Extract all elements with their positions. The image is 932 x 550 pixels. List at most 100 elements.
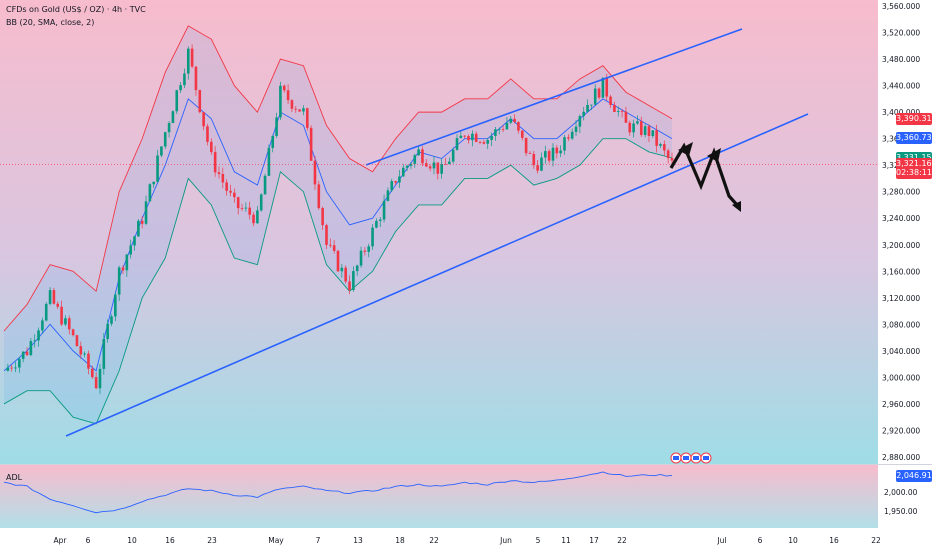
candle-body bbox=[494, 129, 497, 136]
candle-body bbox=[286, 90, 290, 101]
bollinger-band-fill bbox=[4, 25, 672, 424]
time-axis-label: 23 bbox=[207, 536, 217, 545]
candle-body bbox=[106, 323, 109, 340]
candle-body bbox=[355, 265, 359, 272]
flag-stripe bbox=[673, 456, 679, 460]
candle-body bbox=[597, 88, 601, 98]
time-axis-label: Apr bbox=[54, 536, 68, 545]
forecast-arrow-head bbox=[732, 201, 741, 212]
price-pane-background bbox=[0, 0, 878, 464]
candle-body bbox=[90, 368, 94, 378]
indicator-label-bb[interactable]: BB (20, SMA, close, 2) bbox=[6, 18, 95, 27]
candle-body bbox=[256, 210, 259, 224]
candle-body bbox=[52, 290, 56, 304]
candle-body bbox=[363, 250, 367, 252]
candle-body bbox=[636, 121, 639, 124]
candle-body bbox=[252, 214, 255, 224]
candle-body bbox=[302, 108, 305, 112]
candle-body bbox=[64, 318, 67, 325]
candle-body bbox=[71, 329, 75, 336]
adl-pane-background bbox=[0, 465, 878, 528]
candle-body bbox=[455, 138, 459, 150]
candle-body bbox=[244, 207, 248, 209]
candle-body bbox=[444, 163, 447, 165]
forecast-arrow[interactable] bbox=[669, 142, 741, 212]
candle-body bbox=[666, 150, 670, 159]
candle-body bbox=[497, 129, 501, 131]
candle-body bbox=[421, 149, 424, 164]
candle-body bbox=[298, 109, 301, 112]
time-axis-label: 22 bbox=[617, 536, 627, 545]
candle-body bbox=[259, 194, 263, 211]
adl-axis-tick: 2,000.00 bbox=[884, 488, 918, 497]
flag-stripe bbox=[683, 456, 689, 460]
candle-body bbox=[390, 181, 394, 191]
candle-body bbox=[582, 111, 586, 117]
candle-body bbox=[33, 340, 37, 342]
time-axis-label: Jun bbox=[499, 536, 512, 545]
candle-body bbox=[133, 236, 136, 246]
channel-support-line[interactable] bbox=[65, 113, 809, 437]
candle-body bbox=[670, 158, 674, 161]
candle-body bbox=[386, 190, 390, 201]
price-tag: 3,390.317 bbox=[896, 112, 932, 125]
candle-body bbox=[332, 245, 336, 251]
candle-body bbox=[424, 163, 428, 167]
candle-body bbox=[313, 160, 317, 185]
candle-body bbox=[60, 306, 63, 325]
candle-body bbox=[271, 135, 275, 148]
candle-body bbox=[290, 100, 294, 109]
flag-stripe bbox=[693, 456, 699, 460]
channel-resistance-line[interactable] bbox=[365, 28, 743, 166]
price-axis-tick: 3,240.000 bbox=[882, 214, 920, 223]
candle-body bbox=[213, 152, 217, 173]
candle-body bbox=[225, 182, 228, 191]
candle-body bbox=[486, 140, 490, 144]
time-axis-label: 16 bbox=[165, 536, 175, 545]
candle-body bbox=[37, 330, 40, 341]
candle-body bbox=[114, 294, 117, 317]
candle-body bbox=[613, 104, 616, 112]
candle-body bbox=[75, 335, 79, 347]
candle-body bbox=[29, 341, 33, 356]
time-axis-label: 11 bbox=[561, 536, 571, 545]
event-flags[interactable] bbox=[670, 452, 712, 464]
candle-body bbox=[98, 368, 102, 389]
candle-body bbox=[152, 181, 156, 185]
symbol-title[interactable]: CFDs on Gold (US$ / OZ) · 4h · TVC bbox=[6, 5, 146, 14]
candle-body bbox=[210, 141, 213, 153]
candle-body bbox=[482, 142, 486, 144]
candle-body bbox=[194, 66, 198, 91]
candle-body bbox=[236, 197, 240, 209]
candle-body bbox=[340, 267, 344, 272]
price-axis-tick: 3,000.000 bbox=[882, 373, 920, 382]
candle-body bbox=[471, 133, 474, 141]
candle-body bbox=[190, 48, 194, 67]
time-axis-label: 18 bbox=[395, 536, 405, 545]
indicator-label-adl[interactable]: ADL bbox=[6, 473, 23, 482]
candle-body bbox=[336, 250, 340, 272]
bollinger-upper-line bbox=[3, 25, 673, 332]
candle-body bbox=[528, 153, 532, 154]
candle-body bbox=[221, 174, 225, 183]
candle-body bbox=[375, 220, 378, 228]
candle-body bbox=[601, 77, 605, 98]
time-axis-label: 16 bbox=[829, 536, 839, 545]
candle-body bbox=[382, 200, 386, 220]
candle-body bbox=[394, 181, 397, 183]
candle-body bbox=[401, 167, 405, 177]
candle-body bbox=[140, 220, 144, 224]
time-axis-label: 22 bbox=[871, 536, 881, 545]
time-axis-label: 5 bbox=[536, 536, 541, 545]
time-axis-label: 22 bbox=[429, 536, 439, 545]
time-axis-label: 6 bbox=[86, 536, 91, 545]
candle-body bbox=[305, 108, 309, 128]
candle-body bbox=[451, 149, 455, 162]
candle-body bbox=[175, 90, 179, 112]
flag-stripe bbox=[703, 456, 709, 460]
price-axis-tick: 2,960.000 bbox=[882, 400, 920, 409]
candle-body bbox=[417, 149, 420, 156]
candle-body bbox=[229, 190, 232, 193]
candle-body bbox=[125, 254, 129, 271]
